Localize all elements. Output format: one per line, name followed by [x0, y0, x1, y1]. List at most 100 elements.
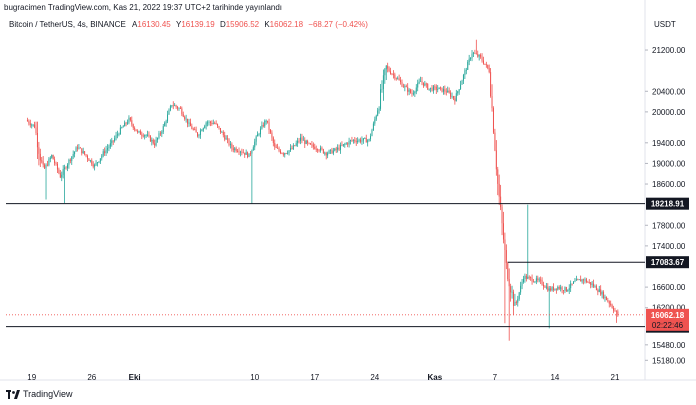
- candle-body: [578, 279, 580, 281]
- candle-body: [142, 135, 144, 137]
- candle-body: [109, 143, 111, 147]
- candle-body: [215, 123, 217, 125]
- candle-body: [481, 56, 483, 61]
- price-tick-label: 16200.00: [652, 304, 686, 313]
- candle-body: [115, 135, 117, 139]
- candle-body: [165, 121, 167, 123]
- candle-body: [76, 147, 78, 149]
- candle-body: [157, 137, 159, 140]
- time-axis[interactable]: 19 26 Eki 10 17 24 Kas 7 14 21: [27, 373, 620, 382]
- candle-body: [405, 86, 407, 88]
- candle-body: [431, 87, 433, 91]
- candle-body: [79, 147, 81, 149]
- candle-body: [277, 147, 279, 149]
- candle-body: [46, 164, 48, 166]
- candle-body: [261, 125, 263, 129]
- candle-body: [185, 118, 187, 120]
- candle-body: [474, 52, 476, 54]
- candle-body: [531, 277, 533, 282]
- candle-body: [607, 300, 609, 302]
- candle-body: [472, 52, 474, 54]
- candle-body: [318, 150, 320, 152]
- candle-body: [204, 126, 206, 129]
- candle-body: [445, 91, 447, 93]
- candle-body: [177, 106, 179, 109]
- candle-body: [32, 124, 34, 126]
- candle-body: [395, 78, 397, 79]
- candle-body: [397, 78, 399, 80]
- candle-body: [334, 148, 336, 151]
- candle-body: [199, 130, 201, 135]
- candle-body: [368, 139, 370, 141]
- candle-body: [152, 139, 154, 144]
- candle-body: [179, 108, 181, 109]
- candle-body: [530, 277, 532, 278]
- candle-body: [452, 96, 454, 99]
- candle-body: [161, 131, 163, 134]
- candle-body: [608, 301, 610, 304]
- candle-body: [362, 138, 364, 141]
- candle-body: [525, 275, 527, 279]
- candle-body: [570, 283, 572, 289]
- candle-body: [229, 143, 231, 145]
- candle-body: [541, 279, 543, 285]
- candle-body: [88, 158, 90, 161]
- candle-body: [467, 61, 469, 70]
- candle-body: [35, 127, 37, 133]
- candle-body: [149, 135, 151, 142]
- high-value: 16139.19: [181, 20, 215, 29]
- candle-body: [571, 283, 573, 285]
- candle-body: [567, 290, 569, 292]
- candle-body: [224, 135, 226, 140]
- candle-body: [139, 131, 141, 135]
- candle-body: [225, 138, 227, 140]
- candle-body: [125, 122, 127, 124]
- price-tick-label: 20400.00: [652, 87, 686, 96]
- candle-body: [568, 288, 570, 291]
- candle-body: [528, 276, 530, 278]
- candle-body: [78, 147, 80, 149]
- candle-body: [451, 96, 453, 97]
- candle-body: [392, 73, 394, 75]
- price-tick-label: 21200.00: [652, 46, 686, 55]
- candle-body: [598, 289, 600, 292]
- candle-body: [344, 144, 346, 145]
- candle-body: [197, 132, 199, 137]
- candle-body: [49, 157, 51, 160]
- candle-body: [514, 301, 516, 306]
- candle-body: [68, 159, 70, 165]
- time-tick-label: 17: [310, 373, 319, 382]
- candle-body: [487, 64, 489, 69]
- candle-body: [324, 152, 326, 154]
- candle-body: [482, 60, 484, 64]
- time-tick-label: 10: [250, 373, 259, 382]
- level-label: 17083.67: [651, 258, 685, 267]
- candle-body: [387, 65, 389, 69]
- candle-body: [378, 108, 380, 111]
- candle-body: [172, 105, 174, 107]
- candle-body: [255, 136, 257, 142]
- open-value: 16130.45: [137, 20, 171, 29]
- candle-body: [365, 138, 367, 143]
- level-label: 18218.91: [651, 200, 685, 209]
- candle-body: [420, 80, 422, 82]
- candle-body: [361, 140, 363, 142]
- candle-body: [56, 163, 58, 170]
- candle-body: [257, 134, 259, 137]
- candle-body: [309, 143, 311, 145]
- candle-body: [282, 153, 284, 155]
- candle-body: [36, 132, 38, 148]
- candle-body: [121, 127, 123, 129]
- tradingview-logo[interactable]: TradingView: [6, 389, 73, 399]
- candle-body: [422, 82, 424, 86]
- candle-body: [158, 133, 160, 138]
- level-label-bg: [646, 256, 689, 269]
- price-axis[interactable]: 21200.00 20400.00 20000.00 19400.00 19000.00…: [645, 46, 689, 365]
- candle-body: [235, 148, 237, 152]
- candle-body: [164, 122, 166, 127]
- candle-body: [234, 148, 236, 150]
- time-tick-label: Kas: [428, 373, 443, 382]
- candle-body: [418, 81, 420, 84]
- candle-body: [477, 53, 479, 57]
